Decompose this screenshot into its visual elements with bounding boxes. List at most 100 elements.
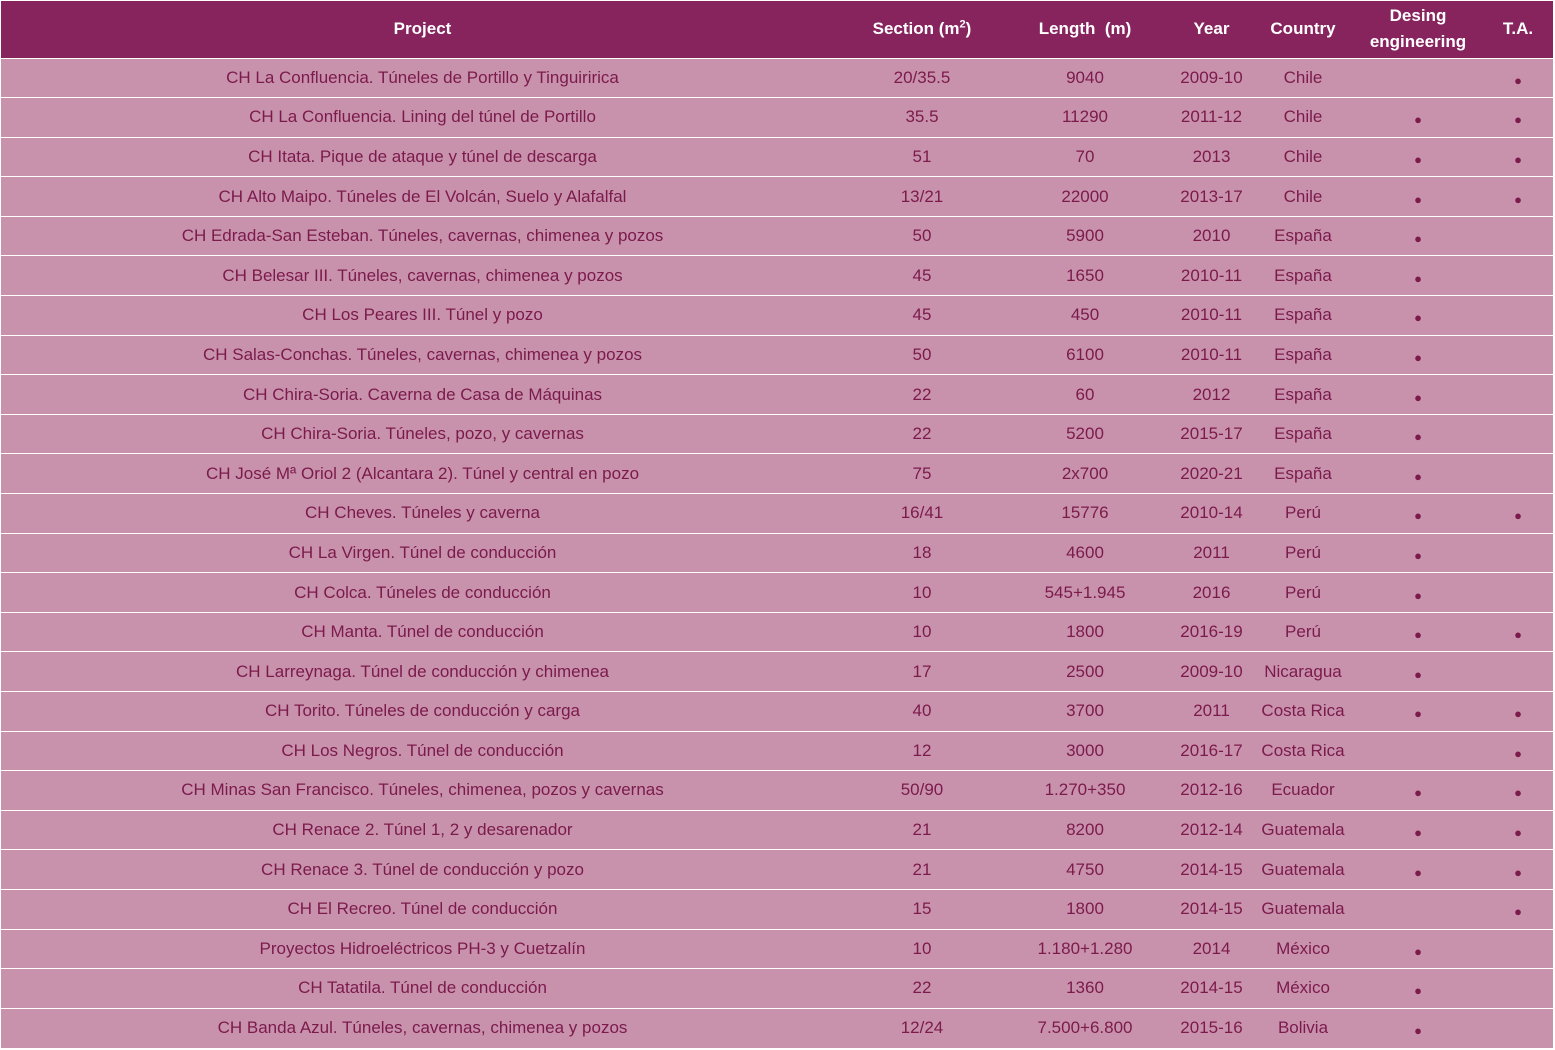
table-row: CH Renace 3. Túnel de conducción y pozo 2… (1, 849, 1553, 890)
section-cell: 20/35.5 (844, 57, 1000, 98)
length-cell: 15776 (1000, 493, 1170, 534)
project-cell: CH Larreynaga. Túnel de conducción y chi… (1, 651, 844, 692)
section-cell: 22 (844, 968, 1000, 1009)
project-cell: CH Manta. Túnel de conducción (1, 611, 844, 652)
header-year: Year (1193, 19, 1230, 39)
section-cell: 17 (844, 651, 1000, 692)
check-dot-icon: ● (1514, 151, 1522, 167)
design-engineering-cell: ● (1353, 532, 1483, 573)
length-cell: 70 (1000, 136, 1170, 177)
year-cell: 2014-15 (1170, 888, 1253, 930)
country-cell: Bolivia (1253, 1007, 1353, 1048)
ta-cell: ● (1483, 849, 1553, 890)
section-cell: 22 (844, 374, 1000, 415)
header-ta: T.A. (1502, 19, 1534, 39)
year-cell: 2016-19 (1170, 611, 1253, 652)
year-cell: 2012 (1170, 374, 1253, 415)
ta-cell (1483, 532, 1553, 573)
project-cell: CH Banda Azul. Túneles, cavernas, chimen… (1, 1007, 844, 1048)
country-cell: España (1253, 453, 1353, 494)
length-cell: 3700 (1000, 691, 1170, 732)
length-cell: 545+1.945 (1000, 572, 1170, 613)
country-cell: Guatemala (1253, 849, 1353, 890)
check-dot-icon: ● (1514, 72, 1522, 88)
check-dot-icon: ● (1514, 825, 1522, 841)
country-cell: Perú (1253, 532, 1353, 573)
design-engineering-cell: ● (1353, 255, 1483, 296)
section-cell: 45 (844, 255, 1000, 296)
section-cell: 18 (844, 532, 1000, 573)
ta-cell (1483, 295, 1553, 336)
ta-cell: ● (1483, 176, 1553, 217)
section-cell: 22 (844, 413, 1000, 454)
country-cell: España (1253, 255, 1353, 296)
project-cell: CH La Virgen. Túnel de conducción (1, 532, 844, 573)
header-project: Project (393, 19, 452, 39)
check-dot-icon: ● (1514, 904, 1522, 920)
year-cell: 2010-11 (1170, 334, 1253, 375)
year-cell: 2009-10 (1170, 651, 1253, 692)
year-cell: 2011-12 (1170, 97, 1253, 138)
table-row: CH La Confluencia. Lining del túnel de P… (1, 97, 1553, 138)
design-engineering-cell: ● (1353, 453, 1483, 494)
country-cell: España (1253, 413, 1353, 454)
year-cell: 2016-17 (1170, 730, 1253, 771)
section-cell: 51 (844, 136, 1000, 177)
project-cell: CH Chira-Soria. Túneles, pozo, y caverna… (1, 413, 844, 454)
ta-cell (1483, 1007, 1553, 1048)
country-cell: España (1253, 215, 1353, 256)
section-cell: 21 (844, 809, 1000, 850)
length-cell: 3000 (1000, 730, 1170, 771)
header-design-engineering: Desing engineering (1369, 6, 1467, 52)
ta-cell (1483, 651, 1553, 692)
length-cell: 5200 (1000, 413, 1170, 454)
check-dot-icon: ● (1414, 666, 1422, 682)
length-cell: 4600 (1000, 532, 1170, 573)
country-cell: Perú (1253, 493, 1353, 534)
year-cell: 2010-11 (1170, 295, 1253, 336)
ta-cell: ● (1483, 57, 1553, 98)
design-engineering-cell: ● (1353, 334, 1483, 375)
year-cell: 2011 (1170, 691, 1253, 732)
design-engineering-cell: ● (1353, 493, 1483, 534)
design-engineering-cell: ● (1353, 1007, 1483, 1048)
check-dot-icon: ● (1414, 825, 1422, 841)
design-engineering-cell: ● (1353, 809, 1483, 850)
length-cell: 7.500+6.800 (1000, 1007, 1170, 1048)
length-cell: 22000 (1000, 176, 1170, 217)
design-engineering-cell (1353, 730, 1483, 771)
year-cell: 2012-14 (1170, 809, 1253, 850)
design-engineering-cell: ● (1353, 413, 1483, 454)
header-section: Section (m2) (872, 18, 972, 39)
check-dot-icon: ● (1414, 785, 1422, 801)
design-engineering-cell: ● (1353, 176, 1483, 217)
table-row: CH Colca. Túneles de conducción 10 545+1.9… (1, 572, 1553, 613)
ta-cell (1483, 413, 1553, 454)
design-engineering-cell: ● (1353, 691, 1483, 732)
year-cell: 2014-15 (1170, 968, 1253, 1009)
check-dot-icon: ● (1514, 627, 1522, 643)
section-cell: 12/24 (844, 1007, 1000, 1048)
table-row: CH Larreynaga. Túnel de conducción y chi… (1, 651, 1553, 692)
design-engineering-cell: ● (1353, 849, 1483, 890)
design-engineering-cell: ● (1353, 136, 1483, 177)
ta-cell (1483, 334, 1553, 375)
country-cell: Perú (1253, 611, 1353, 652)
ta-cell (1483, 968, 1553, 1009)
check-dot-icon: ● (1414, 943, 1422, 959)
check-dot-icon: ● (1414, 151, 1422, 167)
design-engineering-cell: ● (1353, 770, 1483, 811)
year-cell: 2016 (1170, 572, 1253, 613)
ta-cell: ● (1483, 809, 1553, 850)
check-dot-icon: ● (1414, 389, 1422, 405)
project-cell: CH Renace 3. Túnel de conducción y pozo (1, 849, 844, 890)
project-cell: CH Los Negros. Túnel de conducción (1, 730, 844, 771)
length-cell: 4750 (1000, 849, 1170, 890)
check-dot-icon: ● (1414, 864, 1422, 880)
table-row: CH Minas San Francisco. Túneles, chimene… (1, 770, 1553, 811)
country-cell: Guatemala (1253, 809, 1353, 850)
check-dot-icon: ● (1414, 310, 1422, 326)
length-cell: 1800 (1000, 888, 1170, 930)
year-cell: 2015-16 (1170, 1007, 1253, 1048)
